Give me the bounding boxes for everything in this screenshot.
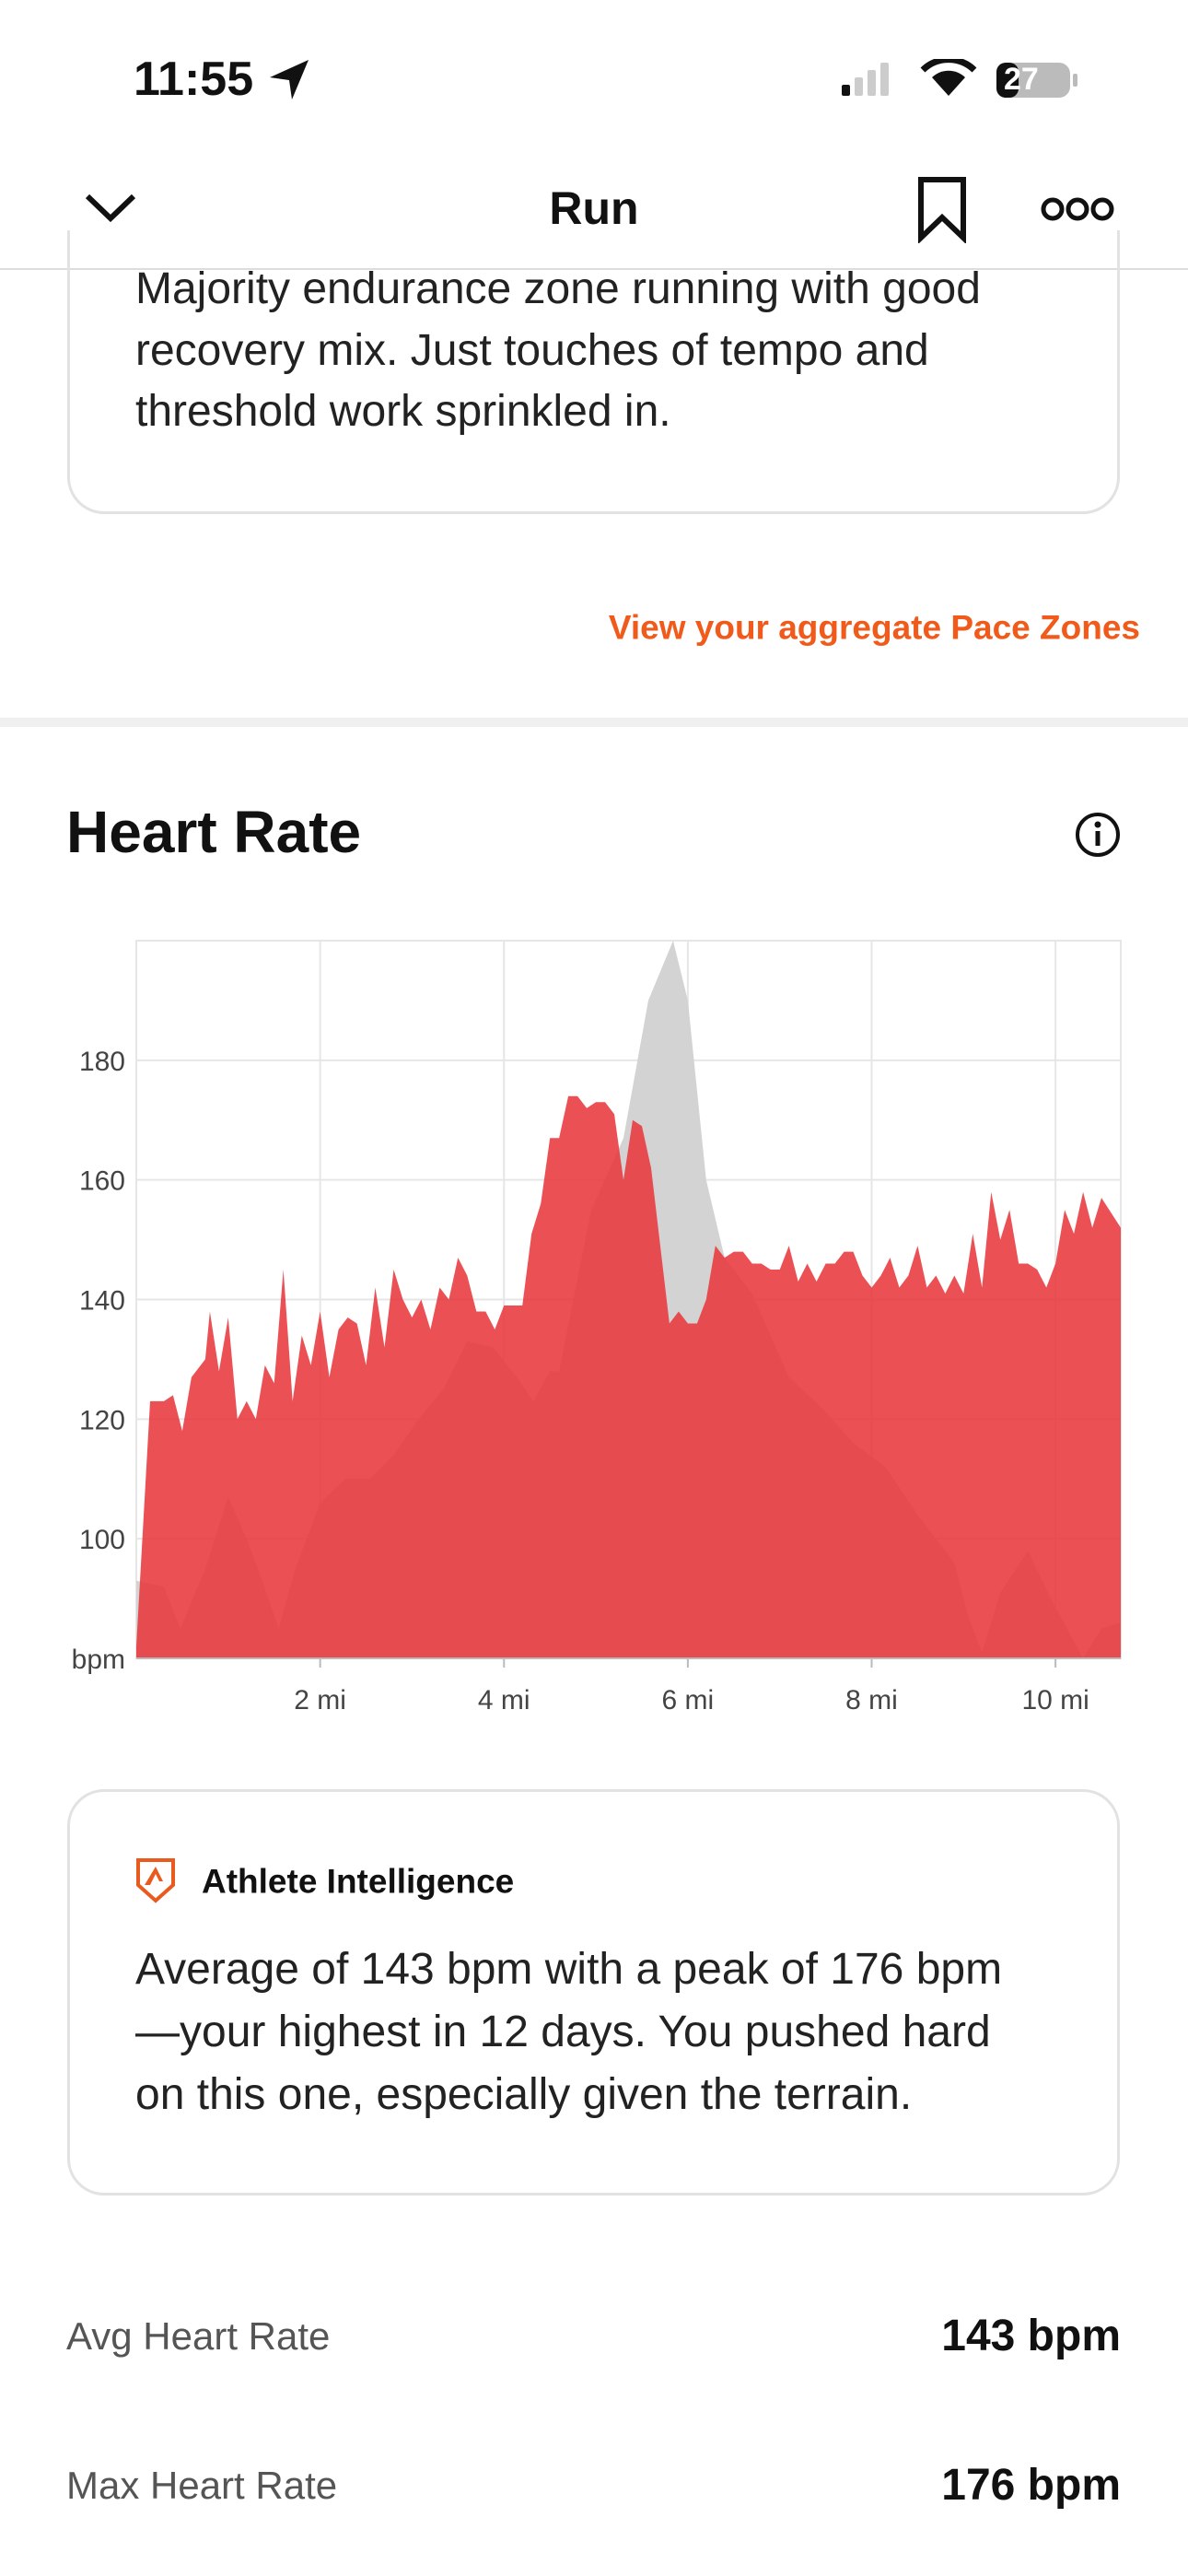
insight-card xyxy=(67,1789,1120,2195)
y-tick-label: 160 xyxy=(79,1166,125,1197)
status-icons xyxy=(842,59,1077,98)
nav-divider xyxy=(0,268,1188,270)
x-tick-label: 2 mi xyxy=(294,1685,346,1715)
insight-line: —your highest in 12 days. You pushed har… xyxy=(135,2008,991,2056)
x-tick-label: 6 mi xyxy=(662,1685,715,1715)
nav-title: Run xyxy=(549,182,639,234)
y-tick-label: 120 xyxy=(79,1405,125,1435)
insight-title: Athlete Intelligence xyxy=(202,1862,515,1901)
summary-line: Majority endurance zone running with goo… xyxy=(135,264,981,313)
section-separator xyxy=(0,718,1188,727)
stat-label: Avg Heart Rate xyxy=(66,2314,331,2358)
summary-card xyxy=(67,230,1120,514)
status-time: 11:55 xyxy=(134,53,254,106)
y-tick-label: 100 xyxy=(79,1525,125,1555)
area xyxy=(136,1095,1121,1658)
summary-line: threshold work sprinkled in. xyxy=(135,387,671,436)
more-button[interactable] xyxy=(1041,193,1114,225)
collapse-button[interactable] xyxy=(83,189,138,226)
insight-icon xyxy=(136,1858,175,1903)
stat-label: Max Heart Rate xyxy=(66,2464,338,2507)
y-tick-label: 180 xyxy=(79,1047,125,1077)
bookmark-button[interactable] xyxy=(916,175,968,243)
pace-zones-link[interactable]: View your aggregate Pace Zones xyxy=(608,608,1140,647)
x-tick-label: 4 mi xyxy=(478,1685,530,1715)
stat-value: 176 bpm xyxy=(941,2461,1121,2510)
section-title: Heart Rate xyxy=(66,799,362,865)
y-tick-label: 140 xyxy=(79,1286,125,1317)
heart-rate-chart: bpm 100 120 140 160 180 2 mi 4 mi 6 mi 8 mi 10 mi xyxy=(72,940,1122,1715)
insight-line: on this one, especially given the terrai… xyxy=(135,2070,913,2119)
battery-level: 27 xyxy=(1004,62,1039,97)
location-icon xyxy=(270,60,309,100)
x-tick-label: 10 mi xyxy=(1021,1685,1089,1715)
y-tick-label: bpm xyxy=(72,1645,125,1675)
info-button[interactable] xyxy=(1074,811,1122,859)
x-tick-label: 8 mi xyxy=(845,1685,898,1715)
summary-line: recovery mix. Just touches of tempo and xyxy=(135,326,929,375)
insight-line: Average of 143 bpm with a peak of 176 bp… xyxy=(135,1945,1003,1994)
stat-value: 143 bpm xyxy=(941,2312,1121,2360)
